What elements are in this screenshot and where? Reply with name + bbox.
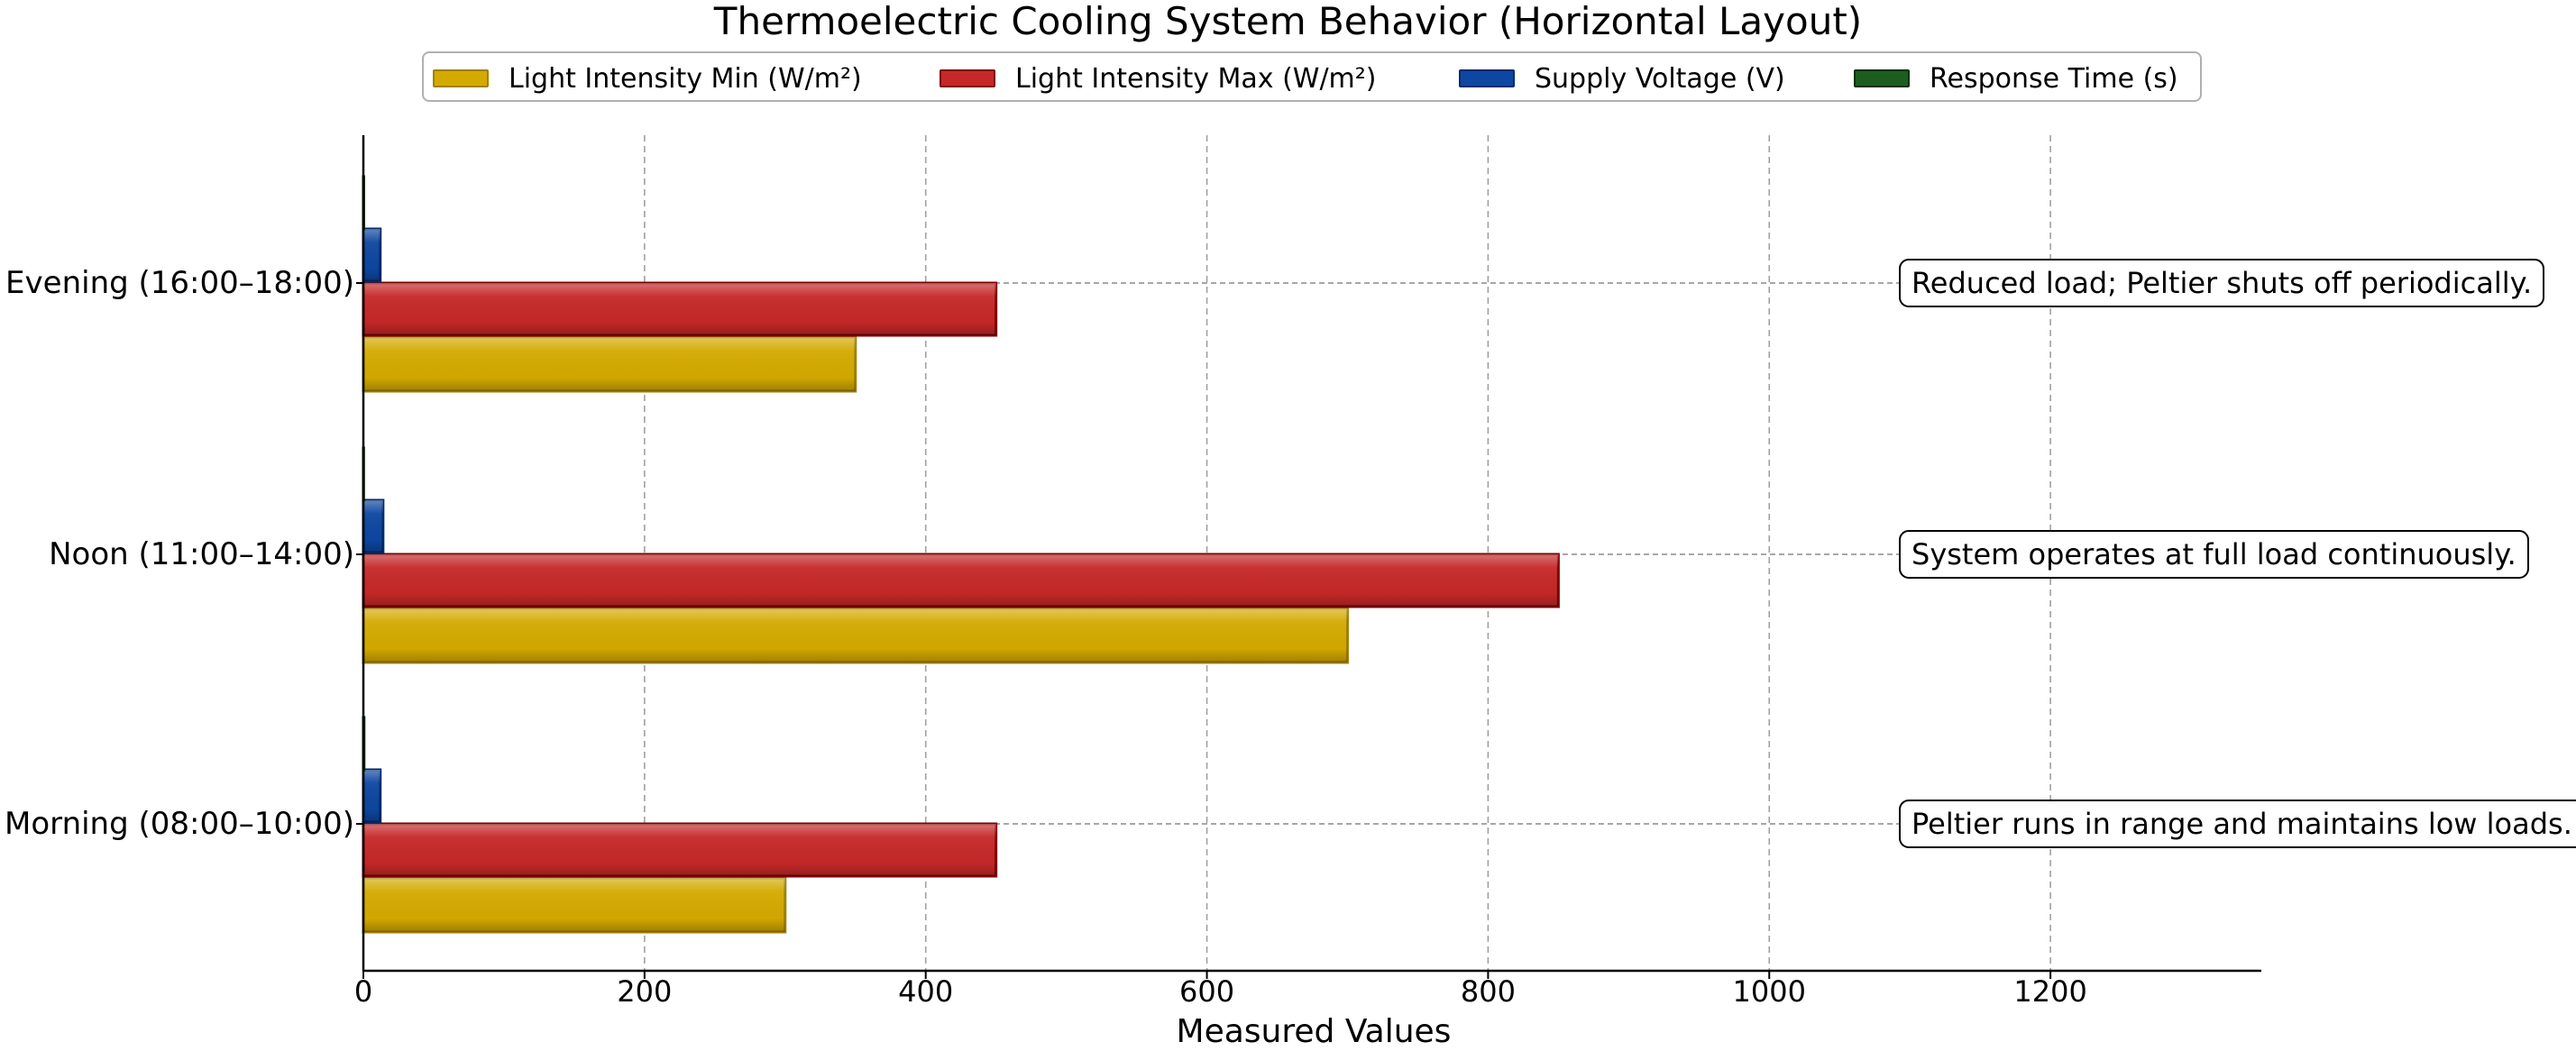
bar-light-intensity-max-w-m-evening-16-00-18-00 [362,281,998,337]
annotation-morning: Peltier runs in range and maintains low … [1899,800,2576,848]
bars [362,175,1560,934]
x-tick-label-0: 0 [353,974,373,1009]
annotation-noon: System operates at full load continuousl… [1899,530,2529,579]
chart-title: Thermoelectric Cooling System Behavior (… [713,0,1863,43]
legend-label-response-time: Response Time (s) [1930,62,2178,95]
x-tick-label-1200: 1200 [2013,974,2087,1009]
legend: Light Intensity Min (W/m²) Light Intensi… [422,51,2202,102]
legend-label-light-min: Light Intensity Min (W/m²) [509,62,862,95]
bar-supply-voltage-v-morning-08-00-10-00 [362,768,382,824]
legend-item-light-min: Light Intensity Min (W/m²) [433,62,862,95]
legend-label-supply-voltage: Supply Voltage (V) [1535,62,1785,95]
bar-light-intensity-max-w-m-morning-08-00-10-00 [362,822,998,878]
bar-light-intensity-max-w-m-noon-11-00-14-00 [362,553,1560,608]
y-tick-label-noon-11-00-14-00: Noon (11:00–14:00) [49,536,354,572]
x-tick-label-200: 200 [617,974,673,1009]
legend-swatch-response-time [1854,69,1910,87]
bar-supply-voltage-v-evening-16-00-18-00 [362,227,382,283]
legend-swatch-supply-voltage [1459,69,1515,87]
x-axis-label: Measured Values [1176,1013,1452,1050]
axes [356,135,2261,979]
legend-swatch-light-min [433,69,489,87]
x-tick-label-400: 400 [898,974,954,1009]
legend-label-light-max: Light Intensity Max (W/m²) [1015,62,1377,95]
x-tick-label-1000: 1000 [1732,974,1806,1009]
x-tick-label-600: 600 [1179,974,1235,1009]
legend-item-response-time: Response Time (s) [1854,62,2178,95]
annotation-evening: Reduced load; Peltier shuts off periodic… [1899,259,2545,307]
legend-item-supply-voltage: Supply Voltage (V) [1459,62,1785,95]
bar-light-intensity-min-w-m-noon-11-00-14-00 [362,607,1349,664]
legend-item-light-max: Light Intensity Max (W/m²) [940,62,1377,95]
legend-swatch-light-max [940,69,995,87]
y-tick-label-morning-08-00-10-00: Morning (08:00–10:00) [5,806,354,842]
y-tick-label-evening-16-00-18-00: Evening (16:00–18:00) [5,265,354,301]
bar-supply-voltage-v-noon-11-00-14-00 [362,498,385,554]
x-tick-label-800: 800 [1460,974,1516,1009]
bar-light-intensity-min-w-m-morning-08-00-10-00 [362,876,787,934]
bar-light-intensity-min-w-m-evening-16-00-18-00 [362,335,857,393]
